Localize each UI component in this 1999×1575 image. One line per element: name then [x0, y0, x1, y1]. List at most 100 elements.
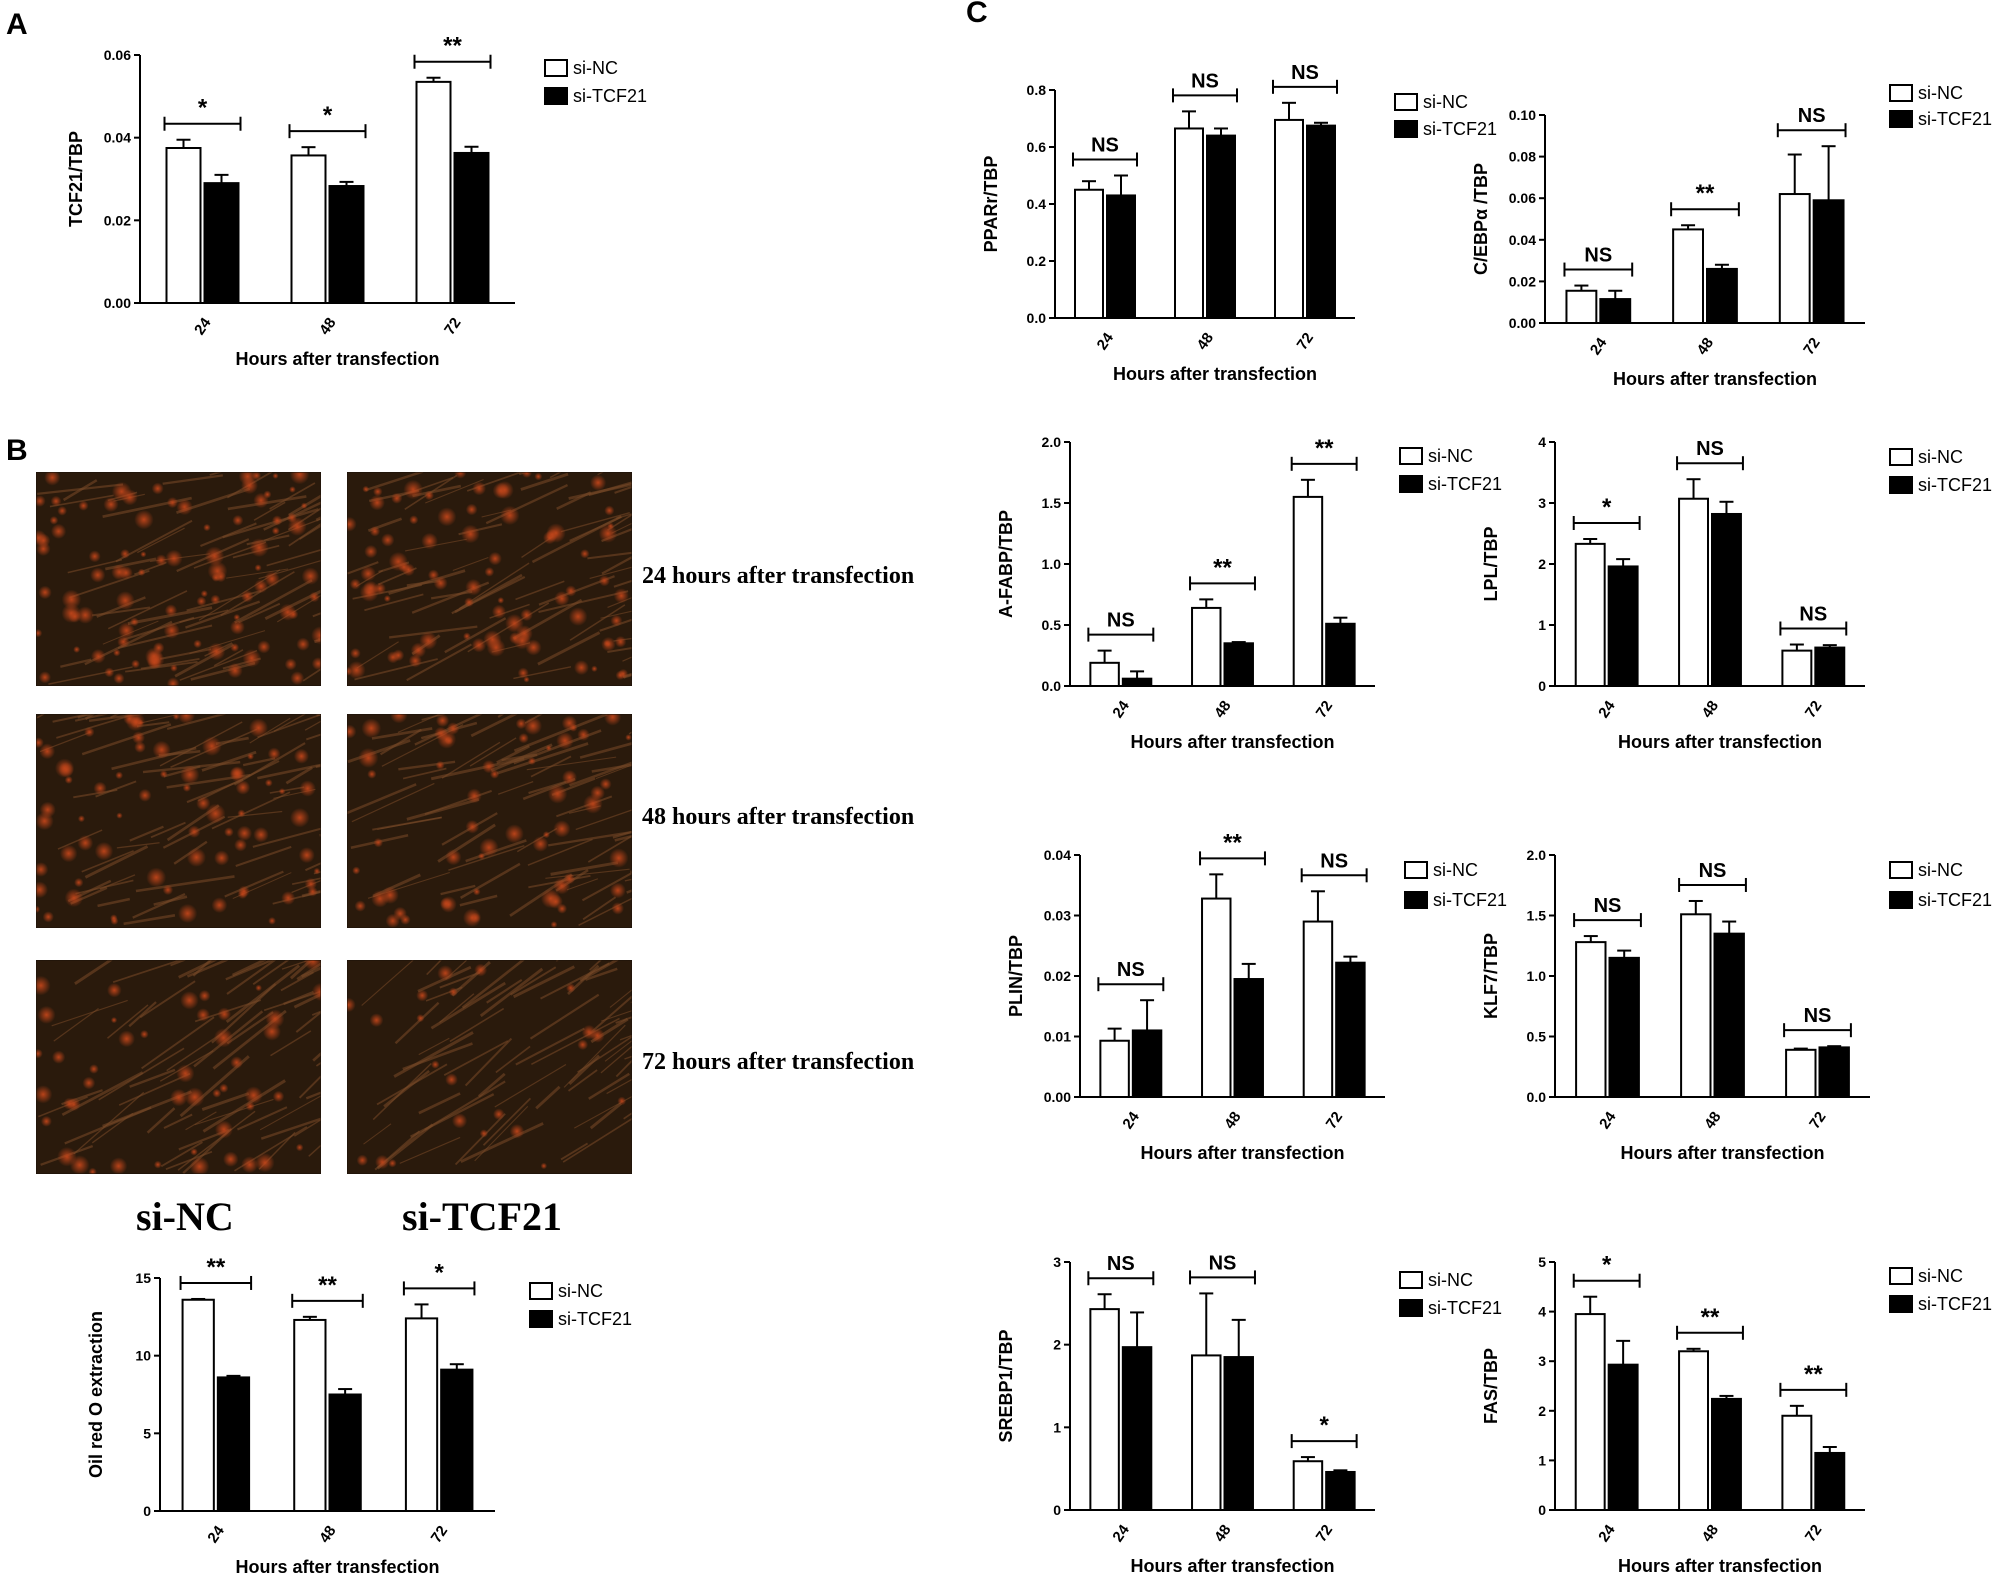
photo-72h-si-tcf21: [347, 960, 632, 1174]
bar: [165, 147, 202, 304]
legend-swatch-nc: [1399, 447, 1423, 465]
lipid-droplet: [36, 737, 44, 749]
lipid-droplet: [388, 1159, 397, 1168]
cell-fiber: [107, 1004, 149, 1039]
cell-fiber: [622, 656, 632, 662]
bar: [1574, 542, 1606, 687]
bar: [1711, 1397, 1742, 1511]
lipid-droplet: [313, 867, 321, 875]
x-tick-label: 48: [1221, 1109, 1244, 1132]
bar: [328, 185, 365, 305]
y-tick-label: 0.6: [1027, 139, 1047, 155]
y-tick-label: 2: [1053, 1337, 1061, 1353]
lipid-droplet: [129, 617, 139, 627]
cell-fiber: [479, 967, 544, 1018]
cell-fiber: [569, 761, 632, 787]
bar: [1713, 932, 1745, 1099]
lipid-droplet: [253, 826, 269, 843]
lipid-droplet: [553, 820, 571, 838]
legend-swatch-nc: [1399, 1271, 1423, 1289]
bar: [1089, 1308, 1120, 1511]
cell-fiber: [418, 1092, 461, 1115]
cell-fiber: [439, 971, 481, 989]
legend-label-nc: si-NC: [1918, 83, 1963, 103]
y-tick-label: 15: [135, 1270, 151, 1286]
lipid-droplet: [525, 639, 542, 656]
legend-swatch-kd: [1889, 891, 1913, 909]
cell-fiber: [166, 714, 229, 731]
lipid-droplet: [147, 655, 162, 670]
x-tick-label: 24: [1109, 697, 1133, 721]
lipid-droplet: [300, 502, 308, 510]
chart-lpl: 0 1 2 3 4 LPL/TBP * 24 NS 48 NS 72 Hours after trans…: [1481, 434, 1992, 752]
y-tick-label: 0.00: [1509, 315, 1536, 331]
cell-fiber: [209, 472, 224, 476]
y-tick-label: 0.04: [1509, 232, 1536, 248]
lipid-droplet: [540, 1162, 548, 1170]
lipid-droplet: [153, 1160, 162, 1169]
lipid-droplet: [451, 1113, 468, 1129]
legend-label-nc: si-NC: [1423, 92, 1468, 112]
cell-fiber: [531, 1017, 620, 1065]
y-tick-label: 0.06: [1509, 190, 1536, 206]
lipid-droplet: [268, 917, 276, 925]
cell-fiber: [425, 479, 484, 504]
cell-fiber: [535, 1085, 561, 1110]
cell-fiber: [589, 566, 632, 579]
lipid-droplet: [120, 548, 130, 559]
lipid-droplet: [615, 670, 626, 681]
lipid-droplet: [217, 1007, 232, 1021]
y-tick-label: 0.06: [104, 47, 131, 63]
lipid-droplet: [59, 844, 78, 863]
lipid-droplet: [561, 715, 578, 731]
lipid-droplet: [504, 824, 524, 844]
lipid-droplet: [298, 847, 315, 864]
lipid-droplet: [172, 714, 180, 721]
cell-fiber: [238, 602, 281, 624]
significance-label: *: [198, 95, 208, 122]
lipid-droplet: [431, 1060, 440, 1069]
cell-fiber: [213, 649, 244, 667]
legend-label-nc: si-NC: [1918, 1266, 1963, 1286]
lipid-droplet: [233, 613, 241, 621]
bar: [1074, 188, 1104, 319]
legend-label-nc: si-NC: [573, 58, 618, 78]
cell-fiber: [430, 981, 506, 1030]
cell-fiber: [347, 738, 411, 764]
cell-fiber: [540, 962, 610, 1000]
cell-fiber: [394, 1001, 440, 1045]
legend-swatch-kd: [1889, 110, 1913, 128]
cell-fiber: [226, 568, 289, 579]
lipid-droplet: [410, 642, 427, 658]
lipid-droplet: [614, 635, 627, 648]
lipid-droplet: [39, 801, 56, 818]
cell-fiber: [81, 850, 134, 873]
bar: [1206, 134, 1236, 319]
significance-label: NS: [1117, 959, 1145, 981]
x-tick-label: 48: [1694, 335, 1717, 358]
photo-background: [36, 960, 321, 1174]
cell-fiber: [305, 862, 321, 872]
lipid-droplet: [609, 882, 626, 899]
lipid-droplet: [257, 640, 271, 654]
lipid-droplet: [118, 1030, 135, 1048]
cell-fiber: [611, 522, 632, 534]
y-tick-label: 3: [1538, 495, 1546, 511]
lipid-droplet: [163, 622, 180, 639]
cell-fiber: [510, 966, 557, 996]
legend-swatch-kd: [1394, 120, 1418, 138]
cell-fiber: [445, 960, 468, 980]
y-axis-label: KLF7/TBP: [1481, 933, 1501, 1019]
x-axis-label: Hours after transfection: [1113, 364, 1317, 384]
lipid-droplet: [63, 1097, 76, 1110]
bar: [1174, 127, 1204, 319]
significance-label: **: [1696, 180, 1715, 207]
lipid-droplet: [532, 836, 549, 852]
cell-fiber: [591, 763, 632, 773]
cell-fiber: [531, 515, 622, 564]
lipid-droplet: [212, 1088, 222, 1098]
chart-ppar: 0.0 0.2 0.4 0.6 0.8 PPARr/TBP NS 24 NS 48 NS 72 Hour…: [981, 62, 1497, 384]
cell-fiber: [234, 579, 313, 624]
cell-fiber: [67, 558, 123, 574]
cell-fiber: [520, 472, 569, 491]
